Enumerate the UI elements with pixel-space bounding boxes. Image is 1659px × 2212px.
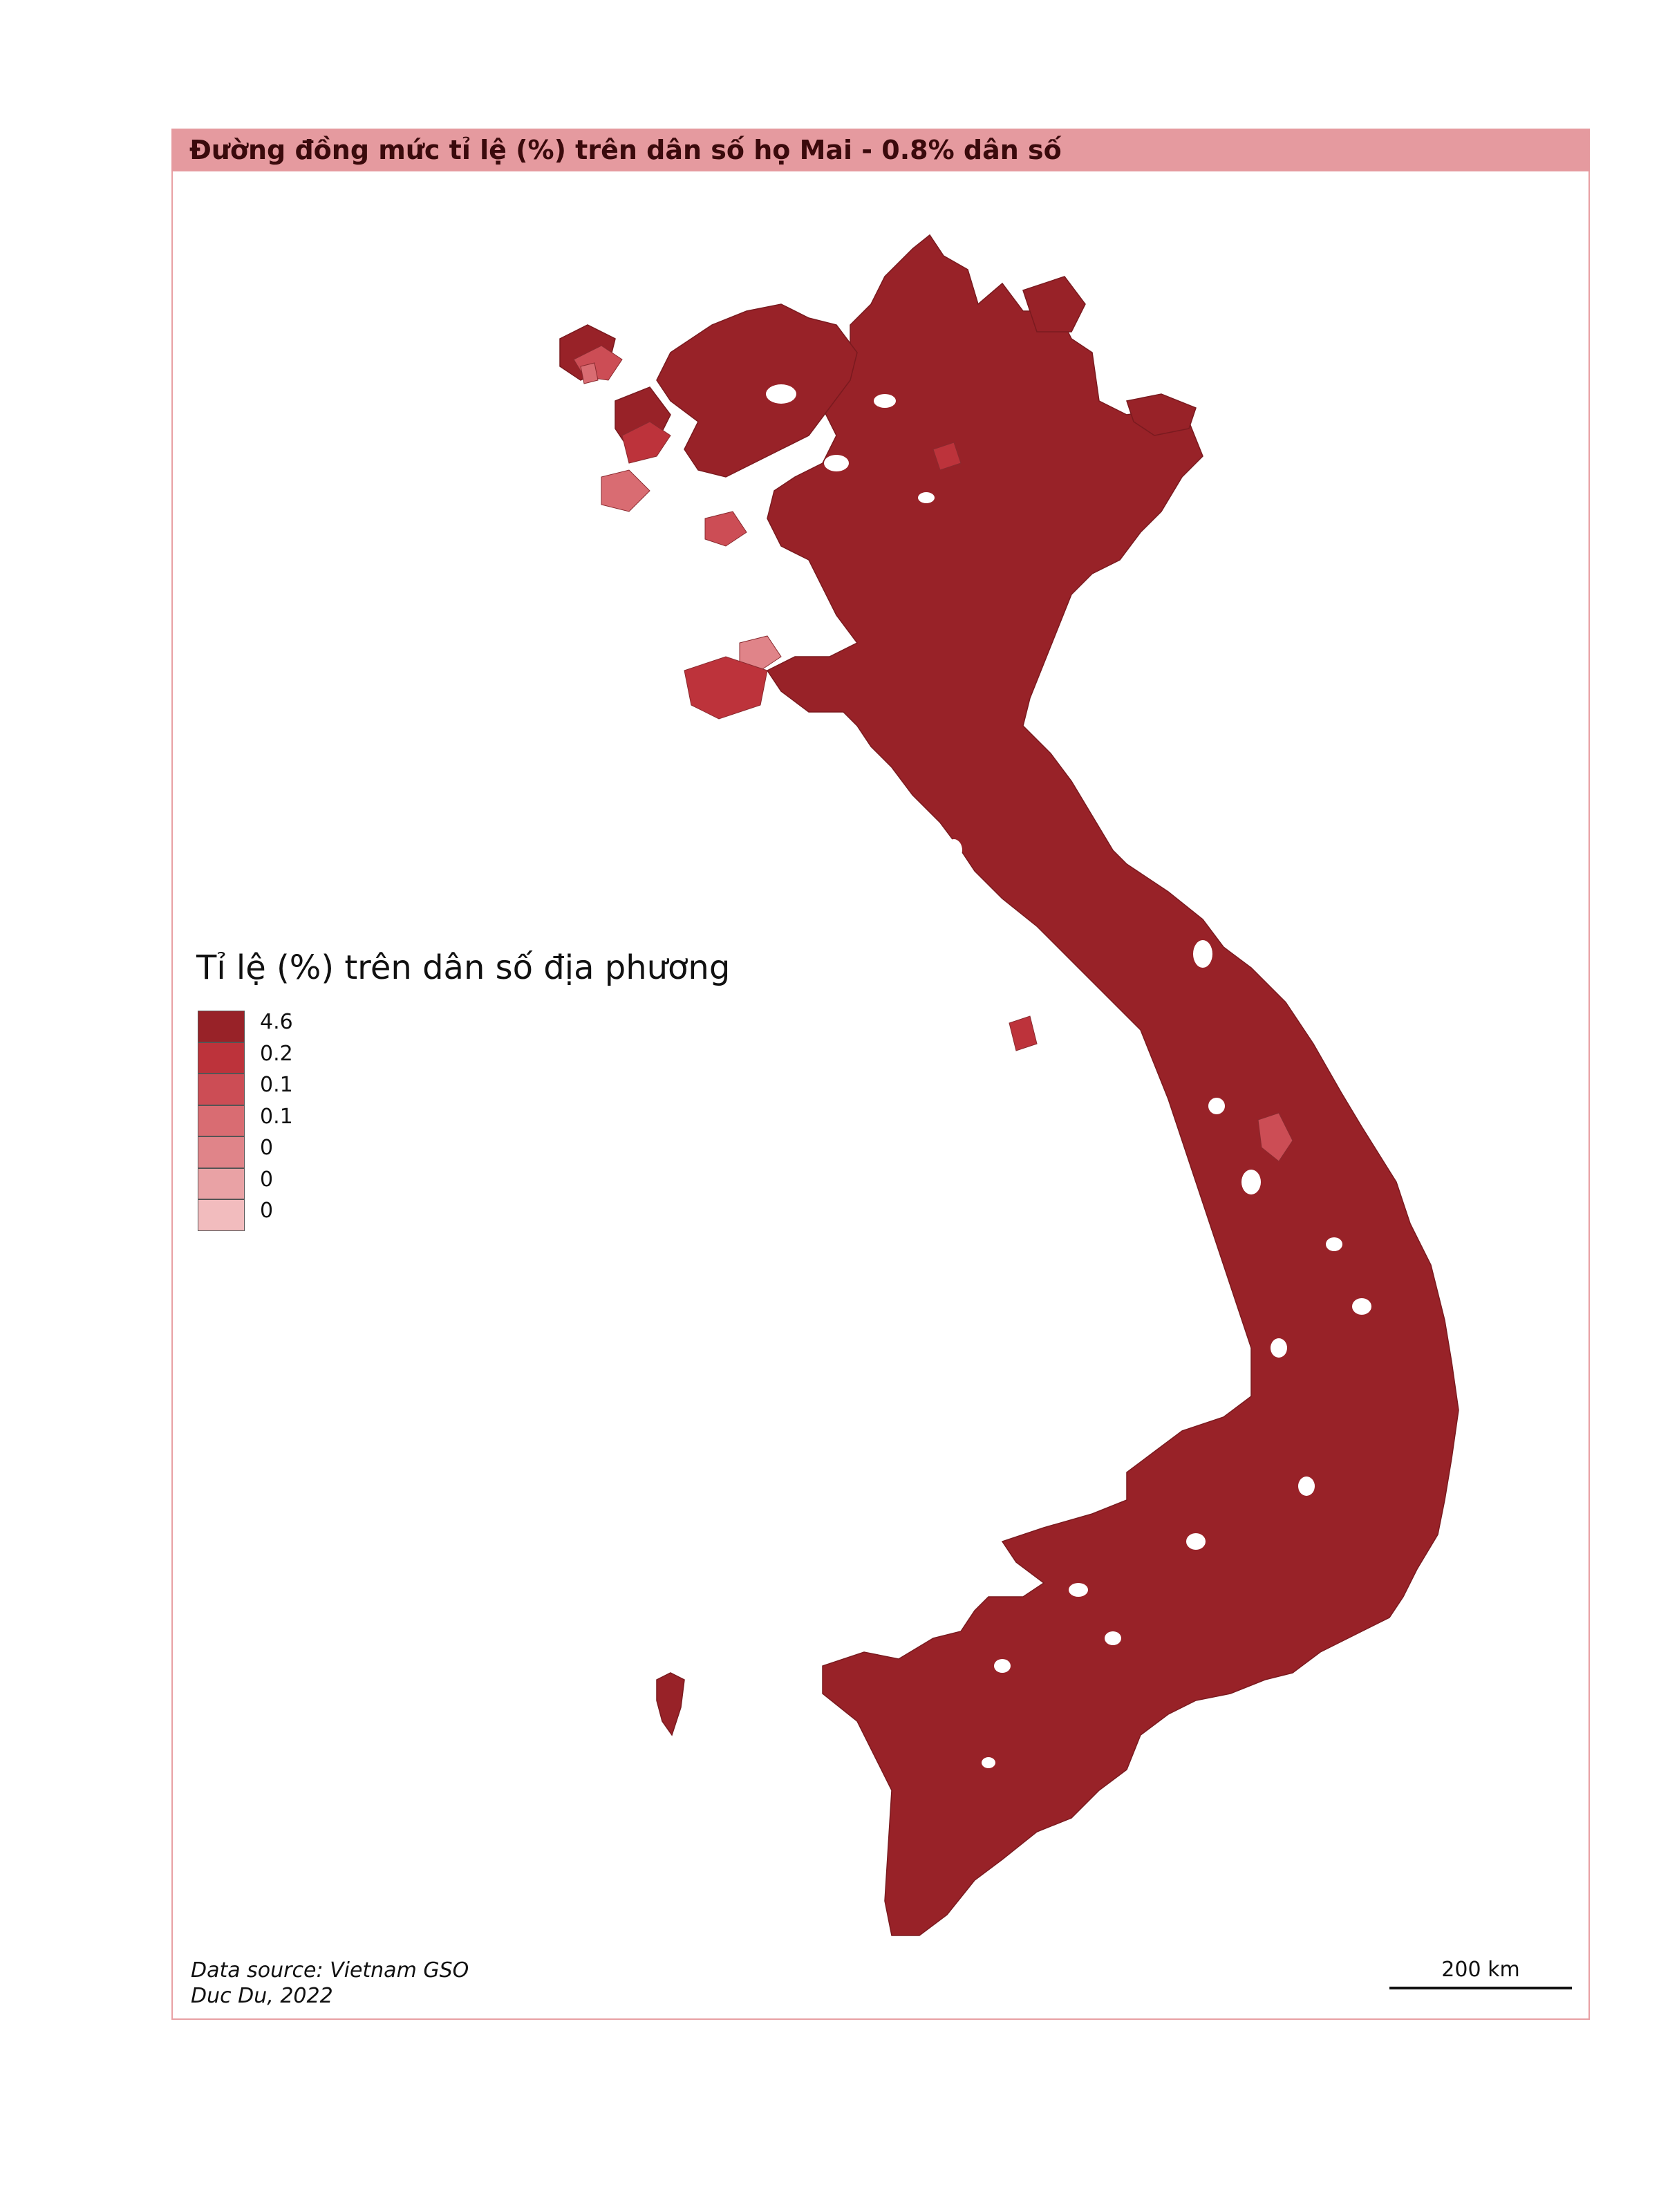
scale-label: 200 km xyxy=(1441,1958,1520,1982)
vietnam-mainland xyxy=(559,234,1459,1936)
northeast-fragment xyxy=(1022,276,1086,332)
white-gaps xyxy=(766,384,1371,1768)
lighter-shade-patches xyxy=(573,345,1293,1162)
author-line: Duc Du, 2022 xyxy=(191,1984,333,2008)
northeast-coast-fragment xyxy=(1126,393,1197,436)
legend-swatch xyxy=(198,1136,245,1168)
map-title: Đường đồng mức tỉ lệ (%) trên dân số họ … xyxy=(189,135,1062,165)
legend-label: 0.2 xyxy=(260,1041,293,1066)
title-bar: Đường đồng mức tỉ lệ (%) trên dân số họ … xyxy=(171,129,1590,171)
scale-line xyxy=(1389,1987,1572,1989)
data-source: Data source: Vietnam GSO Duc Du, 2022 xyxy=(191,1958,469,2009)
scale-bar: 200 km xyxy=(1389,1958,1572,1992)
vietnam-map xyxy=(559,234,1459,1936)
phu-quoc-island xyxy=(656,1672,685,1736)
legend-title: Tỉ lệ (%) trên dân số địa phương xyxy=(196,948,731,987)
legend-label: 0 xyxy=(260,1199,274,1223)
legend-label: 0.1 xyxy=(260,1104,293,1129)
source-line: Data source: Vietnam GSO xyxy=(191,1958,469,1983)
legend-label: 0 xyxy=(260,1167,274,1192)
legend-swatch xyxy=(198,1105,245,1136)
legend-swatch xyxy=(198,1199,245,1231)
legend-swatch xyxy=(198,1042,245,1074)
legend-swatch xyxy=(198,1168,245,1199)
legend-label: 0 xyxy=(260,1136,274,1160)
northwest-region xyxy=(656,303,858,478)
legend-label: 4.6 xyxy=(260,1010,293,1034)
legend-swatch xyxy=(198,1011,245,1042)
vietnam-outline xyxy=(766,234,1459,1936)
legend-swatch xyxy=(198,1074,245,1105)
legend-label: 0.1 xyxy=(260,1073,293,1097)
